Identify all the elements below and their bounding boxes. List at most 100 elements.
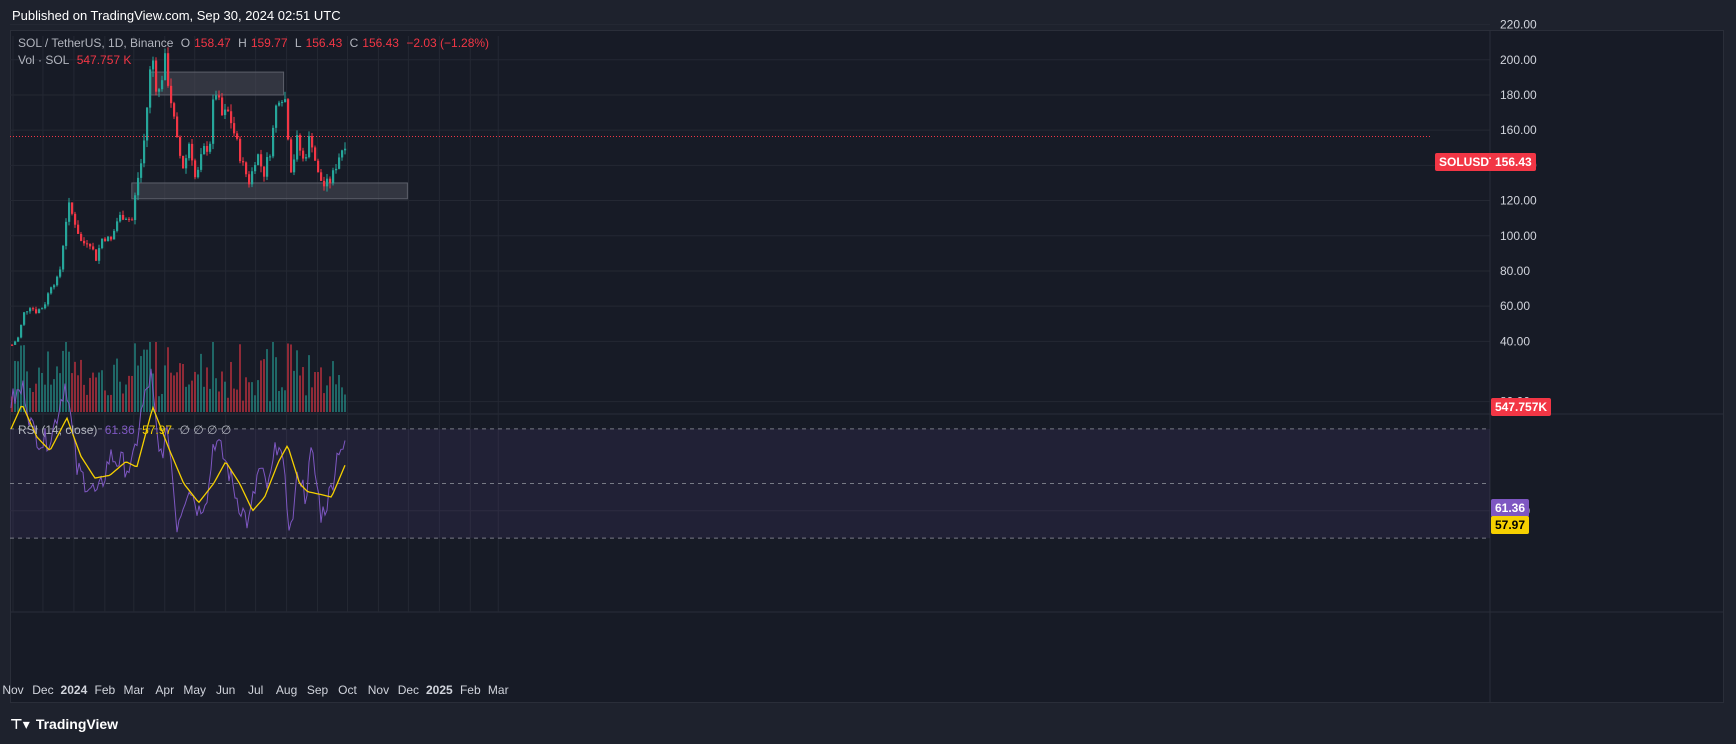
candle-body bbox=[82, 240, 86, 244]
volume-bar bbox=[139, 356, 142, 412]
candle-body bbox=[22, 312, 26, 325]
price-tick-label: 160.00 bbox=[1500, 123, 1537, 137]
candle-body bbox=[277, 102, 281, 106]
candle-body bbox=[172, 103, 176, 117]
volume-bar bbox=[85, 394, 88, 412]
volume-bar bbox=[283, 390, 286, 412]
volume-bar bbox=[271, 342, 274, 412]
close-label: C bbox=[349, 36, 359, 50]
volume-bar bbox=[178, 363, 181, 412]
volume-bar bbox=[163, 365, 166, 412]
candle-body bbox=[295, 135, 299, 160]
rsi-label[interactable]: RSI (14, close) bbox=[18, 423, 98, 437]
candle-body bbox=[154, 60, 158, 92]
rsi-panel bbox=[10, 368, 1490, 539]
candle-body bbox=[325, 178, 329, 187]
high-value: 159.77 bbox=[250, 36, 288, 50]
tradingview-logo[interactable]: ⊤▾ TradingView bbox=[10, 716, 118, 733]
volume-bar bbox=[100, 370, 103, 412]
volume-bar bbox=[61, 350, 64, 412]
volume-bar bbox=[220, 371, 223, 412]
volume-bar bbox=[121, 393, 124, 412]
candle-body bbox=[253, 165, 257, 172]
volume-bar bbox=[115, 358, 118, 412]
candle-body bbox=[106, 236, 110, 241]
volume-bar bbox=[88, 377, 91, 412]
volume-bar bbox=[19, 345, 22, 412]
volume-bar bbox=[340, 387, 343, 412]
candle-body bbox=[166, 53, 170, 86]
last-price-tag: 156.43 bbox=[1491, 153, 1536, 171]
candle-body bbox=[94, 249, 98, 261]
volume-bar bbox=[31, 391, 34, 412]
candle-body bbox=[91, 246, 95, 250]
time-tick-label: Sep bbox=[307, 683, 329, 697]
price-tick-label: 100.00 bbox=[1500, 229, 1537, 243]
candle-body bbox=[127, 218, 131, 220]
candle-body bbox=[244, 162, 248, 175]
candle-body bbox=[148, 69, 152, 108]
candle-body bbox=[88, 243, 92, 247]
candle-body bbox=[223, 109, 227, 116]
candle-body bbox=[211, 99, 215, 144]
volume-bar bbox=[328, 376, 331, 412]
candle-body bbox=[31, 308, 35, 310]
candle-body bbox=[37, 309, 41, 314]
volume-bar bbox=[124, 384, 127, 412]
time-tick-label: Aug bbox=[276, 683, 297, 697]
candle-body bbox=[115, 221, 119, 231]
time-tick-label: Mar bbox=[123, 683, 144, 697]
volume-bar bbox=[40, 372, 43, 412]
time-tick-label: 2025 bbox=[426, 683, 453, 697]
support-resistance-zones bbox=[131, 71, 408, 200]
volume-bar bbox=[43, 384, 46, 412]
candle-body bbox=[52, 285, 56, 288]
volume-bar bbox=[316, 371, 319, 412]
volume-bar bbox=[112, 364, 115, 412]
volume-bar bbox=[235, 389, 238, 412]
volume-label[interactable]: Vol · SOL bbox=[18, 53, 70, 67]
candle-body bbox=[118, 214, 122, 222]
candle-body bbox=[58, 269, 62, 277]
low-label: L bbox=[294, 36, 302, 50]
volume-bar bbox=[160, 393, 163, 412]
candle-body bbox=[208, 143, 212, 152]
candle-body bbox=[280, 101, 284, 103]
volume-bar bbox=[157, 396, 160, 412]
candle-body bbox=[151, 60, 155, 70]
volume-bar bbox=[79, 359, 82, 412]
candle-body bbox=[103, 238, 107, 241]
volume-bar bbox=[64, 342, 67, 412]
volume-bar bbox=[133, 343, 136, 412]
volume-bar bbox=[52, 379, 55, 412]
volume-bar bbox=[22, 345, 25, 412]
candle-body bbox=[298, 135, 302, 151]
change-value: −2.03 (−1.28%) bbox=[406, 36, 490, 50]
volume-bar bbox=[82, 384, 85, 412]
candle-body bbox=[301, 150, 305, 159]
volume-bar bbox=[262, 359, 265, 412]
volume-bar bbox=[265, 349, 268, 412]
volume-bar bbox=[181, 363, 184, 412]
candle-body bbox=[100, 238, 104, 249]
candle-body bbox=[121, 214, 125, 220]
candle-body bbox=[292, 159, 296, 173]
volume-bar bbox=[109, 394, 112, 412]
volume-bar bbox=[292, 370, 295, 412]
volume-bar bbox=[337, 375, 340, 412]
high-label: H bbox=[238, 36, 247, 50]
symbol-label[interactable]: SOL / TetherUS, 1D, Binance bbox=[18, 36, 174, 50]
candle-body bbox=[67, 202, 71, 222]
volume-bar bbox=[46, 351, 49, 412]
time-axis: Nov Dec 2024 Feb Mar Apr May Jun Jul Aug Sep Oct Nov… bbox=[2, 683, 508, 697]
volume-tag: 547.757K bbox=[1491, 398, 1552, 416]
volume-bar bbox=[211, 342, 214, 412]
open-label: O bbox=[180, 36, 191, 50]
volume-bar bbox=[130, 375, 133, 412]
volume-bar bbox=[280, 387, 283, 412]
time-tick-label: Jun bbox=[216, 683, 235, 697]
volume-bar bbox=[187, 384, 190, 412]
open-value: 158.47 bbox=[194, 36, 231, 50]
volume-bar bbox=[304, 395, 307, 412]
